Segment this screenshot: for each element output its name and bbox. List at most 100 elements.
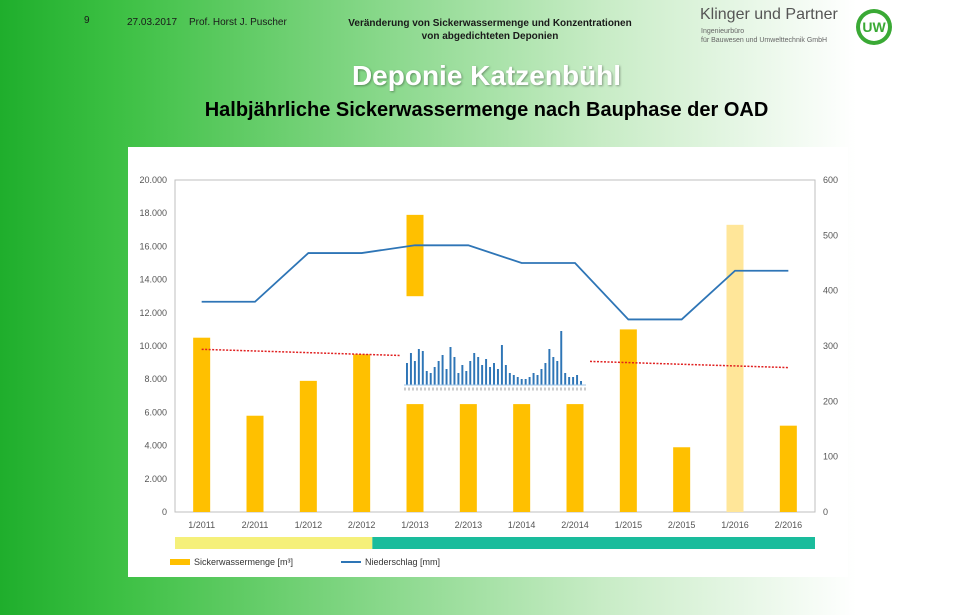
bar: [299, 380, 317, 512]
inset-bar: [564, 373, 567, 385]
bar: [619, 329, 637, 512]
legend-line-label: Niederschlag [mm]: [365, 557, 440, 567]
x-tick-label: 2/2012: [348, 520, 376, 530]
inset-bar: [485, 359, 488, 385]
y-right-tick-label: 0: [823, 507, 828, 517]
x-tick-label: 2/2016: [775, 520, 803, 530]
x-tick-label: 1/2016: [721, 520, 749, 530]
bar: [246, 415, 264, 512]
inset-bar: [437, 361, 440, 385]
inset-bar: [421, 351, 424, 385]
y-left-tick-label: 6.000: [144, 407, 167, 417]
slide-title: Deponie Katzenbühl: [351, 60, 622, 91]
uw-logo-text: UW: [862, 19, 886, 35]
y-right-tick-label: 100: [823, 452, 838, 462]
slide-subtitle: Halbjährliche Sickerwassermenge nach Bau…: [204, 99, 769, 121]
bar: [406, 404, 424, 512]
x-tick-label: 2/2013: [455, 520, 483, 530]
bar: [779, 425, 797, 512]
inset-bar: [540, 369, 543, 385]
chart-panel: 0 2.000 4.000 6.000 8.000 10.000 12.000 14.000 1…: [128, 147, 848, 577]
inset-bar: [576, 375, 579, 385]
x-tick-label: 1/2015: [615, 520, 643, 530]
inset-bar: [520, 379, 523, 385]
inset-bar: [552, 357, 555, 385]
y-left-tick-label: 18.000: [139, 208, 167, 218]
inset-bar: [441, 355, 444, 385]
inset-bar: [453, 357, 456, 385]
inset-bar: [556, 361, 559, 385]
bar-highlight: [406, 214, 424, 297]
slide-date: 27.03.2017: [127, 17, 178, 28]
x-tick-label: 1/2012: [295, 520, 323, 530]
inset-bar: [449, 347, 452, 385]
legend-bar-swatch: [170, 559, 190, 565]
x-tick-label: 2/2015: [668, 520, 696, 530]
inset-bar: [413, 361, 416, 385]
inset-bar: [445, 369, 448, 385]
inset-bar: [524, 379, 527, 385]
bar: [353, 354, 371, 512]
company-logo-sub1: Ingenieurbüro: [701, 28, 745, 35]
x-tick-label: 2/2014: [561, 520, 589, 530]
header-title-line2: von abgedichteten Deponien: [421, 31, 559, 42]
inset-bar: [516, 377, 519, 385]
bar: [726, 224, 744, 512]
inset-bar: [433, 367, 436, 385]
y-right-tick-label: 500: [823, 230, 838, 240]
x-tick-label: 1/2011: [188, 520, 215, 530]
y-left-tick-label: 16.000: [139, 241, 167, 251]
bar: [193, 337, 211, 512]
inset-bar: [504, 365, 507, 385]
inset-bar: [528, 377, 531, 385]
inset-bar: [473, 353, 476, 385]
phase-band: [372, 537, 815, 549]
inset-bar: [580, 381, 582, 385]
chart: 0 2.000 4.000 6.000 8.000 10.000 12.000 14.000 1…: [139, 175, 838, 567]
y-left-tick-label: 8.000: [144, 374, 167, 384]
company-logo-name: Klinger und Partner: [700, 6, 838, 23]
inset-bar: [406, 363, 408, 385]
x-tick-label: 2/2011: [242, 520, 269, 530]
y-left-tick-label: 0: [162, 507, 167, 517]
inset-bar: [536, 375, 539, 385]
inset-bar: [469, 361, 472, 385]
inset-bar: [493, 363, 495, 385]
plot-frame: [174, 179, 816, 513]
y-left-tick-label: 20.000: [139, 175, 167, 185]
y-left-tick-label: 4.000: [144, 441, 167, 451]
bar: [673, 447, 691, 512]
inset-bar: [548, 349, 551, 385]
y-left-tick-label: 2.000: [144, 474, 167, 484]
bar: [513, 404, 531, 512]
inset-bar: [508, 373, 511, 385]
inset-bar: [568, 377, 571, 385]
y-left-tick-label: 12.000: [139, 308, 167, 318]
inset-bar: [544, 363, 547, 385]
header-title: Veränderung von Sickerwassermenge und Ko…: [320, 17, 660, 43]
inset-bar: [477, 357, 480, 385]
inset-bar: [425, 371, 428, 385]
inset-bar: [572, 377, 575, 385]
phase-band: [175, 537, 373, 549]
inset-bar: [532, 373, 535, 385]
inset-bar: [429, 373, 432, 385]
y-right-tick-label: 400: [823, 286, 838, 296]
x-tick-label: 1/2014: [508, 520, 536, 530]
inset-bar: [496, 369, 499, 385]
y-right-tick-label: 300: [823, 341, 838, 351]
inset-bar: [465, 371, 468, 385]
bar: [459, 404, 477, 512]
y-right-tick-label: 600: [823, 175, 838, 185]
inset-bar: [409, 353, 412, 385]
legend-bar-label: Sickerwassermenge [m³]: [194, 557, 293, 567]
inset-bar: [481, 365, 484, 385]
y-right-tick-label: 200: [823, 396, 838, 406]
uw-logo-icon: UW: [856, 9, 892, 45]
inset-bar: [489, 367, 492, 385]
company-logo-sub2: für Bauwesen und Umwelttechnik GmbH: [701, 37, 828, 44]
slide-author: Prof. Horst J. Puscher: [189, 17, 287, 28]
y-left-tick-label: 10.000: [139, 341, 167, 351]
slide-number: 9: [84, 15, 90, 26]
niederschlag-line: [201, 244, 789, 321]
